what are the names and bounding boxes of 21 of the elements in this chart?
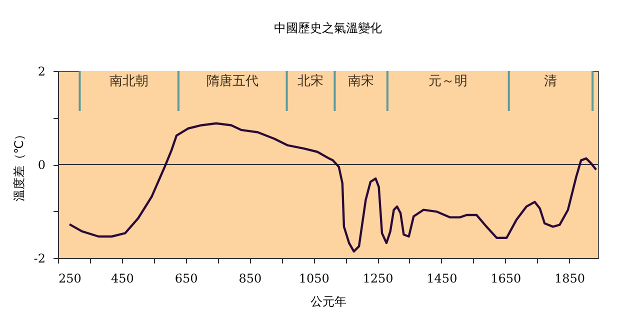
x-tick-label: 1850 (554, 272, 586, 286)
band-label: 南宋 (348, 73, 374, 89)
x-tick-label: 1050 (298, 272, 330, 286)
x-tick-label: 250 (58, 272, 82, 286)
y-tick-label: -2 (34, 252, 46, 266)
band-label: 清 (544, 74, 558, 89)
x-tick-label: 850 (238, 272, 262, 286)
x-tick-label: 450 (110, 272, 134, 286)
band-label: 元～明 (428, 74, 468, 89)
x-tick-label: 1250 (362, 272, 394, 286)
x-tick-label: 1450 (426, 272, 458, 286)
y-axis-title: 溫度差（℃） (12, 128, 26, 202)
x-axis-title: 公元年 (310, 294, 346, 308)
band-label: 南北朝 (110, 74, 149, 89)
band-label: 隋唐五代 (206, 74, 259, 89)
chart-title: 中國歷史之氣溫變化 (274, 21, 382, 35)
x-tick-label: 650 (174, 272, 198, 286)
x-tick-label: 1650 (490, 272, 522, 286)
y-tick-label: 2 (38, 64, 46, 78)
band-label: 北宋 (298, 73, 324, 89)
y-tick-label: 0 (38, 158, 46, 172)
